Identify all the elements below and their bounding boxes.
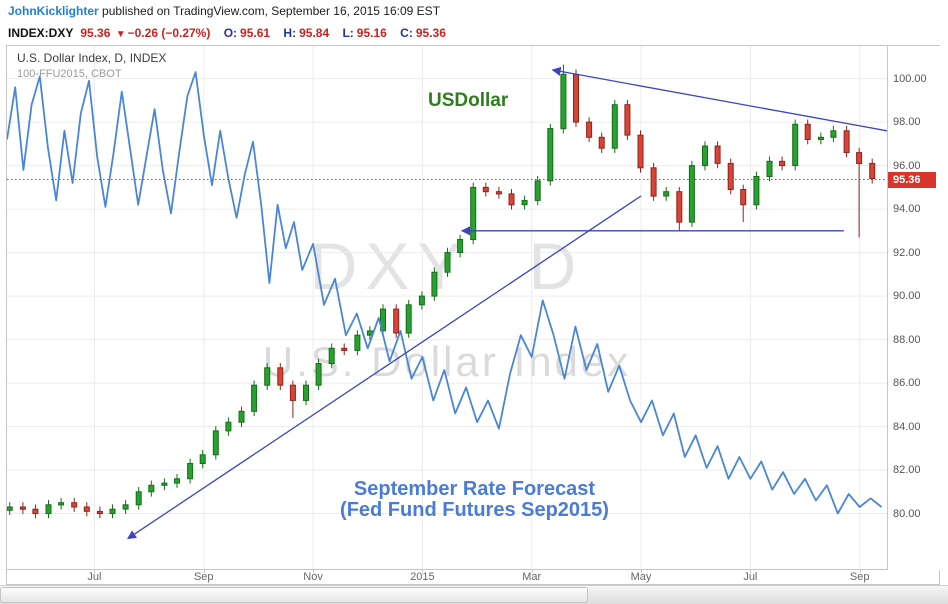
low-value: 95.16	[356, 26, 387, 40]
annotation-forecast-line1: September Rate Forecast	[353, 478, 596, 500]
price-axis-label: 100.00	[893, 72, 927, 85]
open-value: 95.61	[240, 26, 271, 40]
time-axis-label: Mar	[522, 571, 542, 583]
chart-legend: U.S. Dollar Index, D, INDEX 100-FFU2015,…	[17, 51, 166, 80]
time-axis-label: 2015	[410, 571, 435, 583]
symbol-label: INDEX:DXY	[8, 26, 74, 40]
annotation-usdollar[interactable]: USDollar	[428, 90, 509, 111]
time-axis-tick	[750, 570, 752, 573]
price-axis-label: 90.00	[893, 290, 921, 303]
price-axis-label: 94.00	[893, 203, 921, 216]
time-axis-label: May	[630, 571, 652, 583]
price-axis-label: 82.00	[893, 464, 921, 477]
time-axis-tick	[422, 570, 424, 573]
price-axis-label: 86.00	[893, 377, 921, 390]
close-label: C:	[400, 26, 413, 40]
time-axis-tick	[94, 570, 96, 573]
price-axis-label: 96.00	[893, 159, 921, 172]
annotation-forecast-line2: (Fed Fund Futures Sep2015)	[340, 499, 609, 521]
chart-plot-area[interactable]: DXY D U.S. Dollar Index U.S. Dollar Inde…	[7, 46, 888, 570]
time-axis-label: Sep	[849, 571, 870, 583]
annotation-forecast[interactable]: September Rate Forecast (Fed Fund Future…	[302, 479, 647, 521]
publish-info: published on TradingView.com, September …	[98, 4, 441, 18]
time-axis-label: Sep	[193, 571, 214, 583]
time-axis-tick	[313, 570, 315, 573]
time-axis-label: Jul	[87, 571, 102, 583]
time-axis-tick	[859, 570, 861, 573]
time-axis-label: Jul	[743, 571, 758, 583]
publish-header: JohnKicklighter published on TradingView…	[0, 0, 948, 22]
chart-canvas[interactable]	[7, 46, 887, 569]
legend-symbol[interactable]: U.S. Dollar Index, D, INDEX	[17, 51, 167, 65]
open-label: O:	[223, 26, 238, 40]
price-axis[interactable]: 95.36 100.00 98.00 96.00 94.00 92.00 90.00 88.…	[888, 46, 940, 570]
chart-container: DXY D U.S. Dollar Index U.S. Dollar Inde…	[6, 45, 940, 585]
bottom-scrollbar[interactable]	[0, 585, 948, 604]
price-axis-label: 92.00	[893, 246, 921, 259]
close-value: 95.36	[415, 26, 446, 40]
time-axis[interactable]: Jul Sep Nov 2015 Mar May Jul Sep	[7, 570, 888, 584]
price-axis-label: 84.00	[893, 420, 921, 433]
last-price-tag: 95.36	[888, 171, 936, 188]
time-axis-tick	[641, 570, 643, 573]
quote-bar: INDEX:DXY 95.36 ▼ −0.26 (−0.27%) O: 95.61 H…	[0, 22, 948, 45]
price-change: −0.26 (−0.27%)	[127, 26, 211, 40]
time-axis-label: Nov	[303, 571, 323, 583]
author-link[interactable]: JohnKicklighter	[8, 4, 99, 18]
price-axis-label: 80.00	[893, 507, 921, 520]
high-label: H:	[283, 26, 297, 40]
high-value: 95.84	[299, 26, 330, 40]
price-axis-label: 88.00	[893, 333, 921, 346]
time-axis-tick	[531, 570, 533, 573]
legend-overlay[interactable]: 100-FFU2015, CBOT	[17, 68, 122, 80]
low-label: L:	[342, 26, 354, 40]
last-price-text: 95.36	[80, 26, 111, 40]
time-axis-tick	[203, 570, 205, 573]
scrollbar-thumb[interactable]	[0, 587, 588, 603]
price-axis-label: 98.00	[893, 116, 921, 129]
down-arrow-icon: ▼	[115, 29, 126, 40]
